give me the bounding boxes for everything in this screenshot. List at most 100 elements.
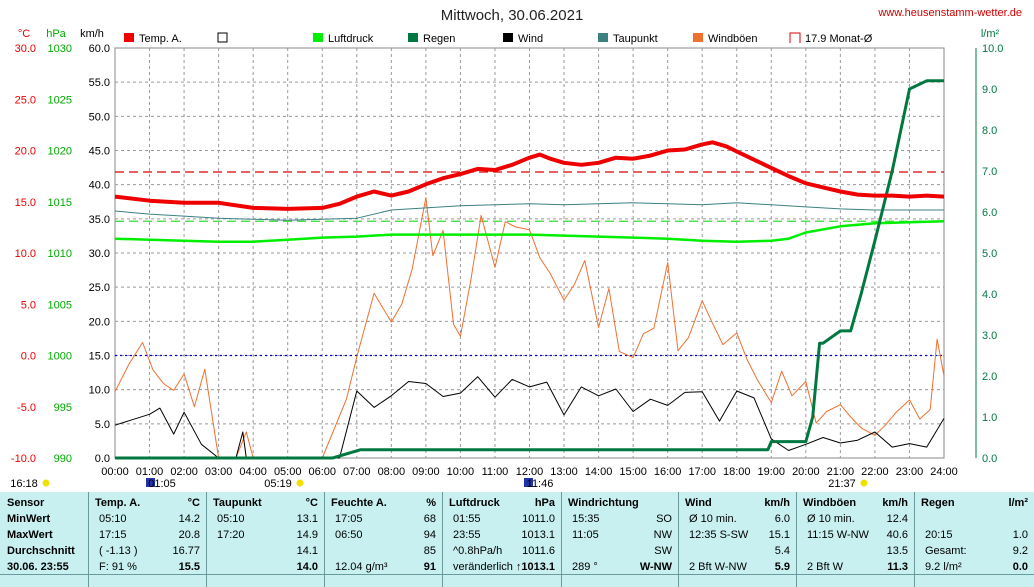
series-line-regen (115, 79, 944, 460)
marker-time-label: 11:46 (527, 478, 554, 490)
stat-detail: ( -1.13 ) (99, 545, 138, 557)
legend-label: Temp. A. (139, 33, 182, 45)
pressure-tick-label: 1015 (48, 197, 72, 209)
temp-unit: °C (18, 28, 30, 40)
rain-tick-label: 1.0 (982, 412, 997, 424)
website-link[interactable]: www.heusenstamm-wetter.de (877, 7, 1022, 19)
time-tick-label: 14:00 (585, 466, 613, 478)
rain-unit: l/m² (981, 28, 1000, 40)
stat-value: 13.1 (296, 513, 318, 525)
column-header: Taupunkt (213, 497, 262, 509)
column-unit: % (426, 497, 436, 509)
stat-value: 1011.0 (522, 513, 555, 525)
stat-detail: F: 91 % (99, 561, 137, 573)
legend-swatch (408, 33, 418, 42)
column-unit: l/m² (1008, 497, 1028, 509)
temp-tick-label: 20.0 (15, 146, 36, 158)
stat-value: 6.0 (774, 513, 790, 525)
moon-icon (146, 478, 155, 487)
time-tick-label: 17:00 (688, 466, 716, 478)
stats-column: Feuchte A.% 17:05 68 06:50 94 85 12.04 g/m³ 91 (324, 492, 442, 587)
moon-icon (524, 478, 533, 487)
legend-label: 17.9 Monat-Ø (805, 33, 873, 45)
pressure-tick-label: 995 (54, 402, 72, 414)
time-tick-label: 10:00 (447, 466, 475, 478)
stat-detail: veränderlich (453, 561, 513, 573)
stat-value: 1013.1 (521, 529, 555, 541)
stat-value: NW (653, 529, 672, 541)
time-tick-label: 20:00 (792, 466, 820, 478)
column-unit: °C (187, 497, 200, 509)
rain-tick-label: 0.0 (982, 453, 997, 465)
legend-label: Taupunkt (613, 33, 658, 45)
stat-detail: 23:55 (453, 529, 481, 541)
wind-tick-label: 10.0 (89, 385, 110, 397)
pressure-tick-label: 1030 (48, 43, 72, 55)
marker-time-label: 01:05 (148, 478, 176, 490)
column-header: Regen (921, 497, 955, 509)
sun-icon (296, 479, 304, 487)
pressure-tick-label: 1000 (48, 351, 72, 363)
stat-detail: 9.2 l/m² (925, 561, 962, 573)
stat-detail: 11:05 (572, 529, 599, 541)
time-tick-label: 05:00 (274, 466, 302, 478)
stats-column: Regen l/m² 20:15 1.0 Gesamt: 9.2 9.2 l/m² 0.0 (914, 492, 1034, 587)
legend-swatch (598, 33, 608, 42)
pressure-tick-label: 1025 (48, 94, 72, 106)
legend-swatch (693, 33, 703, 42)
stat-value: 16.77 (172, 545, 200, 557)
stat-value: 1.0 (1012, 529, 1028, 541)
time-tick-label: 09:00 (412, 466, 440, 478)
rain-tick-label: 6.0 (982, 207, 997, 219)
stat-detail: 2 Bft W (807, 561, 844, 573)
row-label: MaxWert (7, 529, 53, 541)
temp-tick-label: 10.0 (15, 248, 36, 260)
column-header: Wind (685, 497, 712, 509)
column-header: Windböen (803, 497, 857, 509)
temp-tick-label: -10.0 (11, 453, 36, 465)
stat-value: 14.0 (296, 561, 318, 573)
marker-time-label: 16:18 (10, 478, 38, 490)
marker-time-label: 21:37 (828, 478, 856, 490)
stat-value: 5.4 (774, 545, 790, 557)
stat-detail: 06:50 (335, 529, 363, 541)
stats-column: Luftdruck hPa 01:55 1011.0 23:55 1013.1 ^0.8hP… (442, 492, 561, 587)
time-tick-label: 23:00 (896, 466, 924, 478)
stat-detail: ^0.8hPa/h (453, 545, 503, 557)
column-unit: °C (305, 497, 318, 509)
stat-value: SW (654, 545, 672, 557)
stat-value: 15.1 (768, 529, 790, 541)
column-divider (561, 492, 562, 587)
reference-lines (115, 171, 944, 357)
series-line-windb-en (114, 197, 945, 459)
stat-detail: Gesamt: (925, 545, 967, 557)
stat-detail: 289 ° (572, 561, 598, 573)
column-header: Temp. A. (95, 497, 141, 509)
chart-legend: Temp. A. Luftdruck Regen Wind Taupunkt Windbö… (124, 32, 873, 45)
stat-detail: 17:20 (217, 529, 245, 541)
rain-tick-label: 8.0 (982, 125, 997, 137)
column-divider (796, 492, 797, 587)
chart-title: Mittwoch, 30.06.2021 (441, 7, 584, 24)
stats-column: Windrichtung 15:35 SO 11:05 NW SW 289 ° W-NW (561, 492, 678, 587)
temp-tick-label: 5.0 (21, 299, 36, 311)
time-tick-label: 15:00 (619, 466, 647, 478)
row-label: MinWert (7, 513, 51, 525)
time-tick-label: 11:00 (482, 466, 509, 478)
stat-detail: 05:10 (99, 513, 127, 525)
chart-series (114, 79, 945, 460)
stat-value: 5.9 (774, 561, 790, 573)
column-divider (914, 492, 915, 587)
stats-column: Windböen km/h Ø 10 min. 12.4 11:15 W-NW 40.6 1… (796, 492, 914, 587)
legend-swatch (789, 32, 801, 43)
time-tick-label: 24:00 (930, 466, 958, 478)
stat-value: 9.2 (1012, 545, 1028, 557)
pressure-tick-label: 990 (54, 453, 72, 465)
marker-time-label: 05:19 (264, 478, 292, 490)
column-divider (88, 492, 89, 587)
time-tick-label: 08:00 (378, 466, 406, 478)
pressure-tick-label: 1010 (48, 248, 72, 260)
stat-value: 14.1 (296, 545, 318, 557)
rain-tick-label: 3.0 (982, 330, 997, 342)
temp-tick-label: 0.0 (21, 351, 36, 363)
